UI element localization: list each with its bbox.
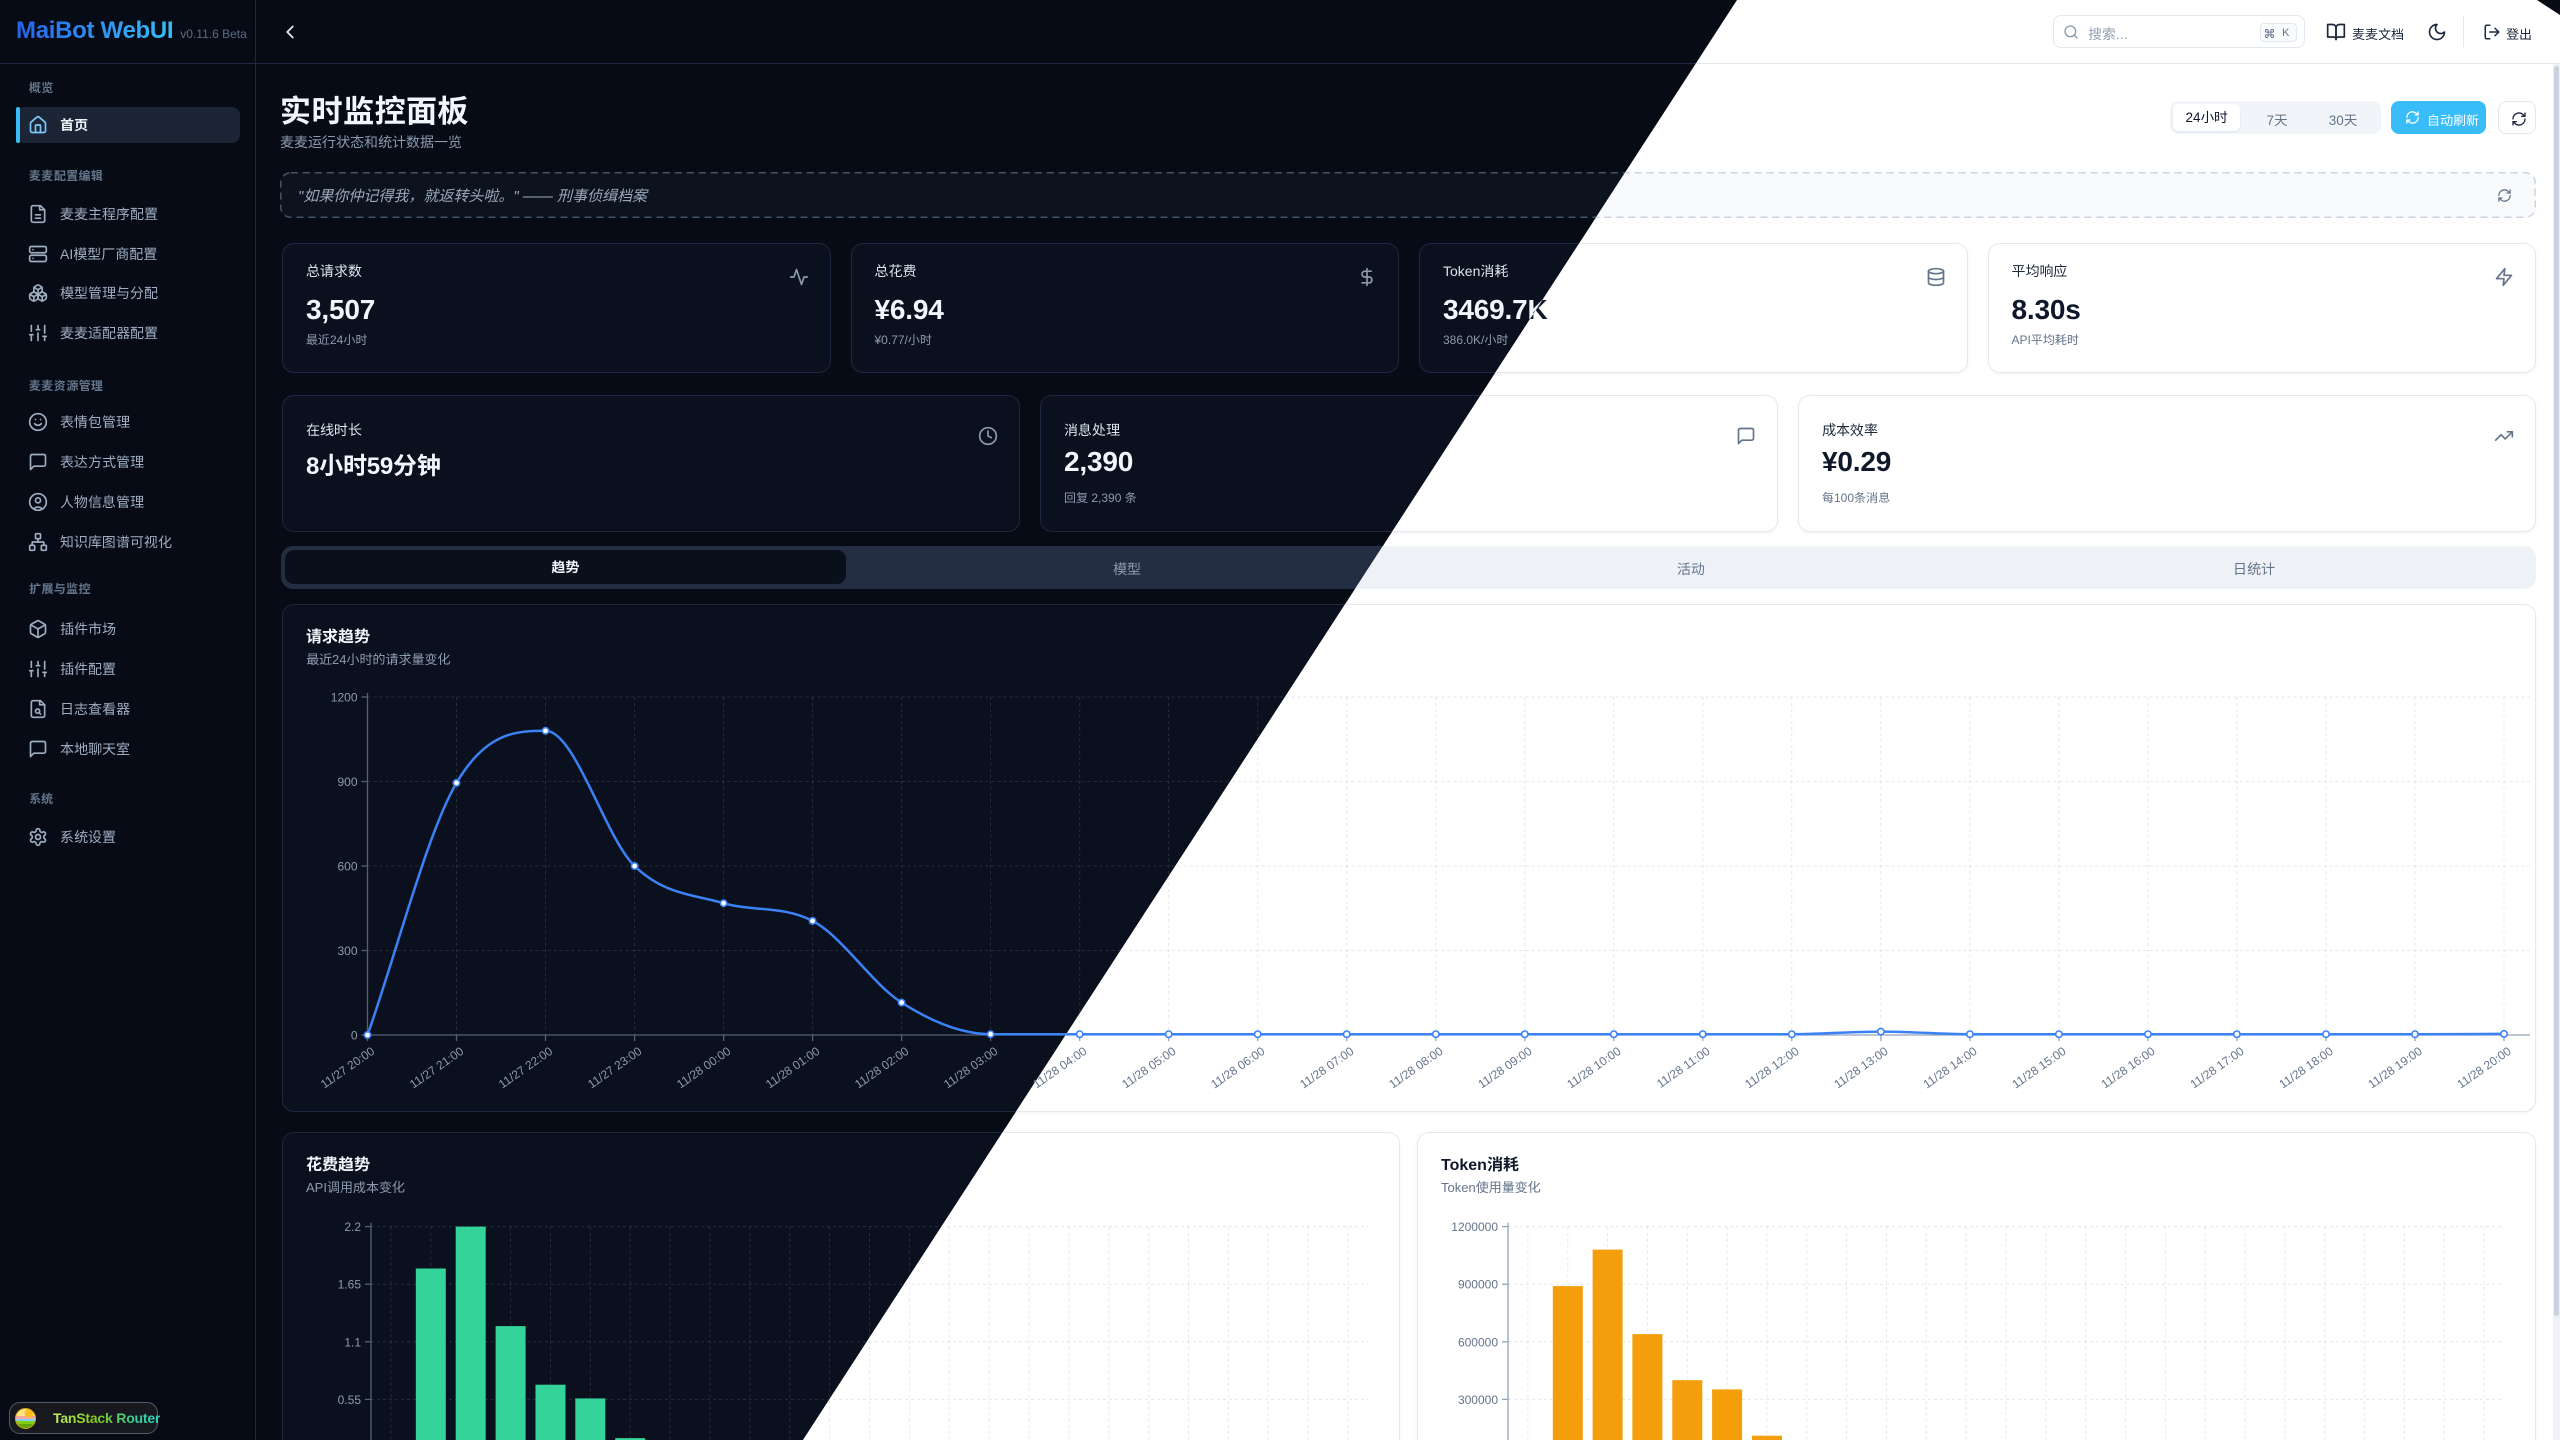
svg-text:11/28 02:00: 11/28 02:00 xyxy=(852,1044,911,1092)
svg-text:11/28 11:00: 11/28 11:00 xyxy=(1654,1044,1713,1091)
svg-text:11/28 10:00: 11/28 10:00 xyxy=(1564,1044,1623,1092)
svg-text:11/28 20:00: 11/28 20:00 xyxy=(2454,1044,2513,1092)
svg-text:11/27 20:00: 11/27 20:00 xyxy=(318,1044,377,1092)
svg-text:11/28 08:00: 11/28 08:00 xyxy=(1386,1044,1445,1092)
svg-text:11/27 23:00: 11/27 23:00 xyxy=(585,1044,644,1092)
svg-text:11/28 15:00: 11/28 15:00 xyxy=(2009,1044,2068,1092)
svg-text:1200: 1200 xyxy=(331,691,358,705)
svg-text:11/28 16:00: 11/28 16:00 xyxy=(2098,1044,2157,1092)
svg-text:11/28 12:00: 11/28 12:00 xyxy=(1742,1044,1801,1092)
svg-text:11/28 09:00: 11/28 09:00 xyxy=(1475,1044,1534,1092)
svg-text:900000: 900000 xyxy=(1458,1278,1498,1292)
svg-text:2.2: 2.2 xyxy=(344,1220,361,1234)
svg-text:11/28 14:00: 11/28 14:00 xyxy=(1920,1044,1979,1092)
svg-text:1.1: 1.1 xyxy=(344,1335,361,1349)
svg-text:300000: 300000 xyxy=(1458,1393,1498,1407)
svg-text:0: 0 xyxy=(351,1029,358,1043)
svg-text:11/28 18:00: 11/28 18:00 xyxy=(2276,1044,2335,1092)
svg-text:1200000: 1200000 xyxy=(1451,1220,1498,1234)
svg-text:11/28 05:00: 11/28 05:00 xyxy=(1119,1044,1178,1092)
svg-text:11/28 03:00: 11/28 03:00 xyxy=(941,1044,1000,1092)
svg-text:11/27 22:00: 11/27 22:00 xyxy=(496,1044,555,1092)
svg-text:11/28 19:00: 11/28 19:00 xyxy=(2365,1044,2424,1092)
svg-text:11/28 13:00: 11/28 13:00 xyxy=(1831,1044,1890,1092)
svg-text:11/28 01:00: 11/28 01:00 xyxy=(763,1044,822,1092)
svg-text:300: 300 xyxy=(337,944,357,958)
svg-text:11/28 00:00: 11/28 00:00 xyxy=(674,1044,733,1092)
svg-text:1.65: 1.65 xyxy=(338,1278,362,1292)
svg-text:11/27 21:00: 11/27 21:00 xyxy=(407,1044,466,1092)
svg-text:900: 900 xyxy=(337,775,357,789)
svg-text:11/28 17:00: 11/28 17:00 xyxy=(2187,1044,2246,1092)
svg-text:11/28 06:00: 11/28 06:00 xyxy=(1208,1044,1267,1092)
svg-text:11/28 07:00: 11/28 07:00 xyxy=(1297,1044,1356,1092)
svg-text:0.55: 0.55 xyxy=(338,1393,362,1407)
svg-text:600000: 600000 xyxy=(1458,1335,1498,1349)
svg-text:600: 600 xyxy=(337,860,357,874)
